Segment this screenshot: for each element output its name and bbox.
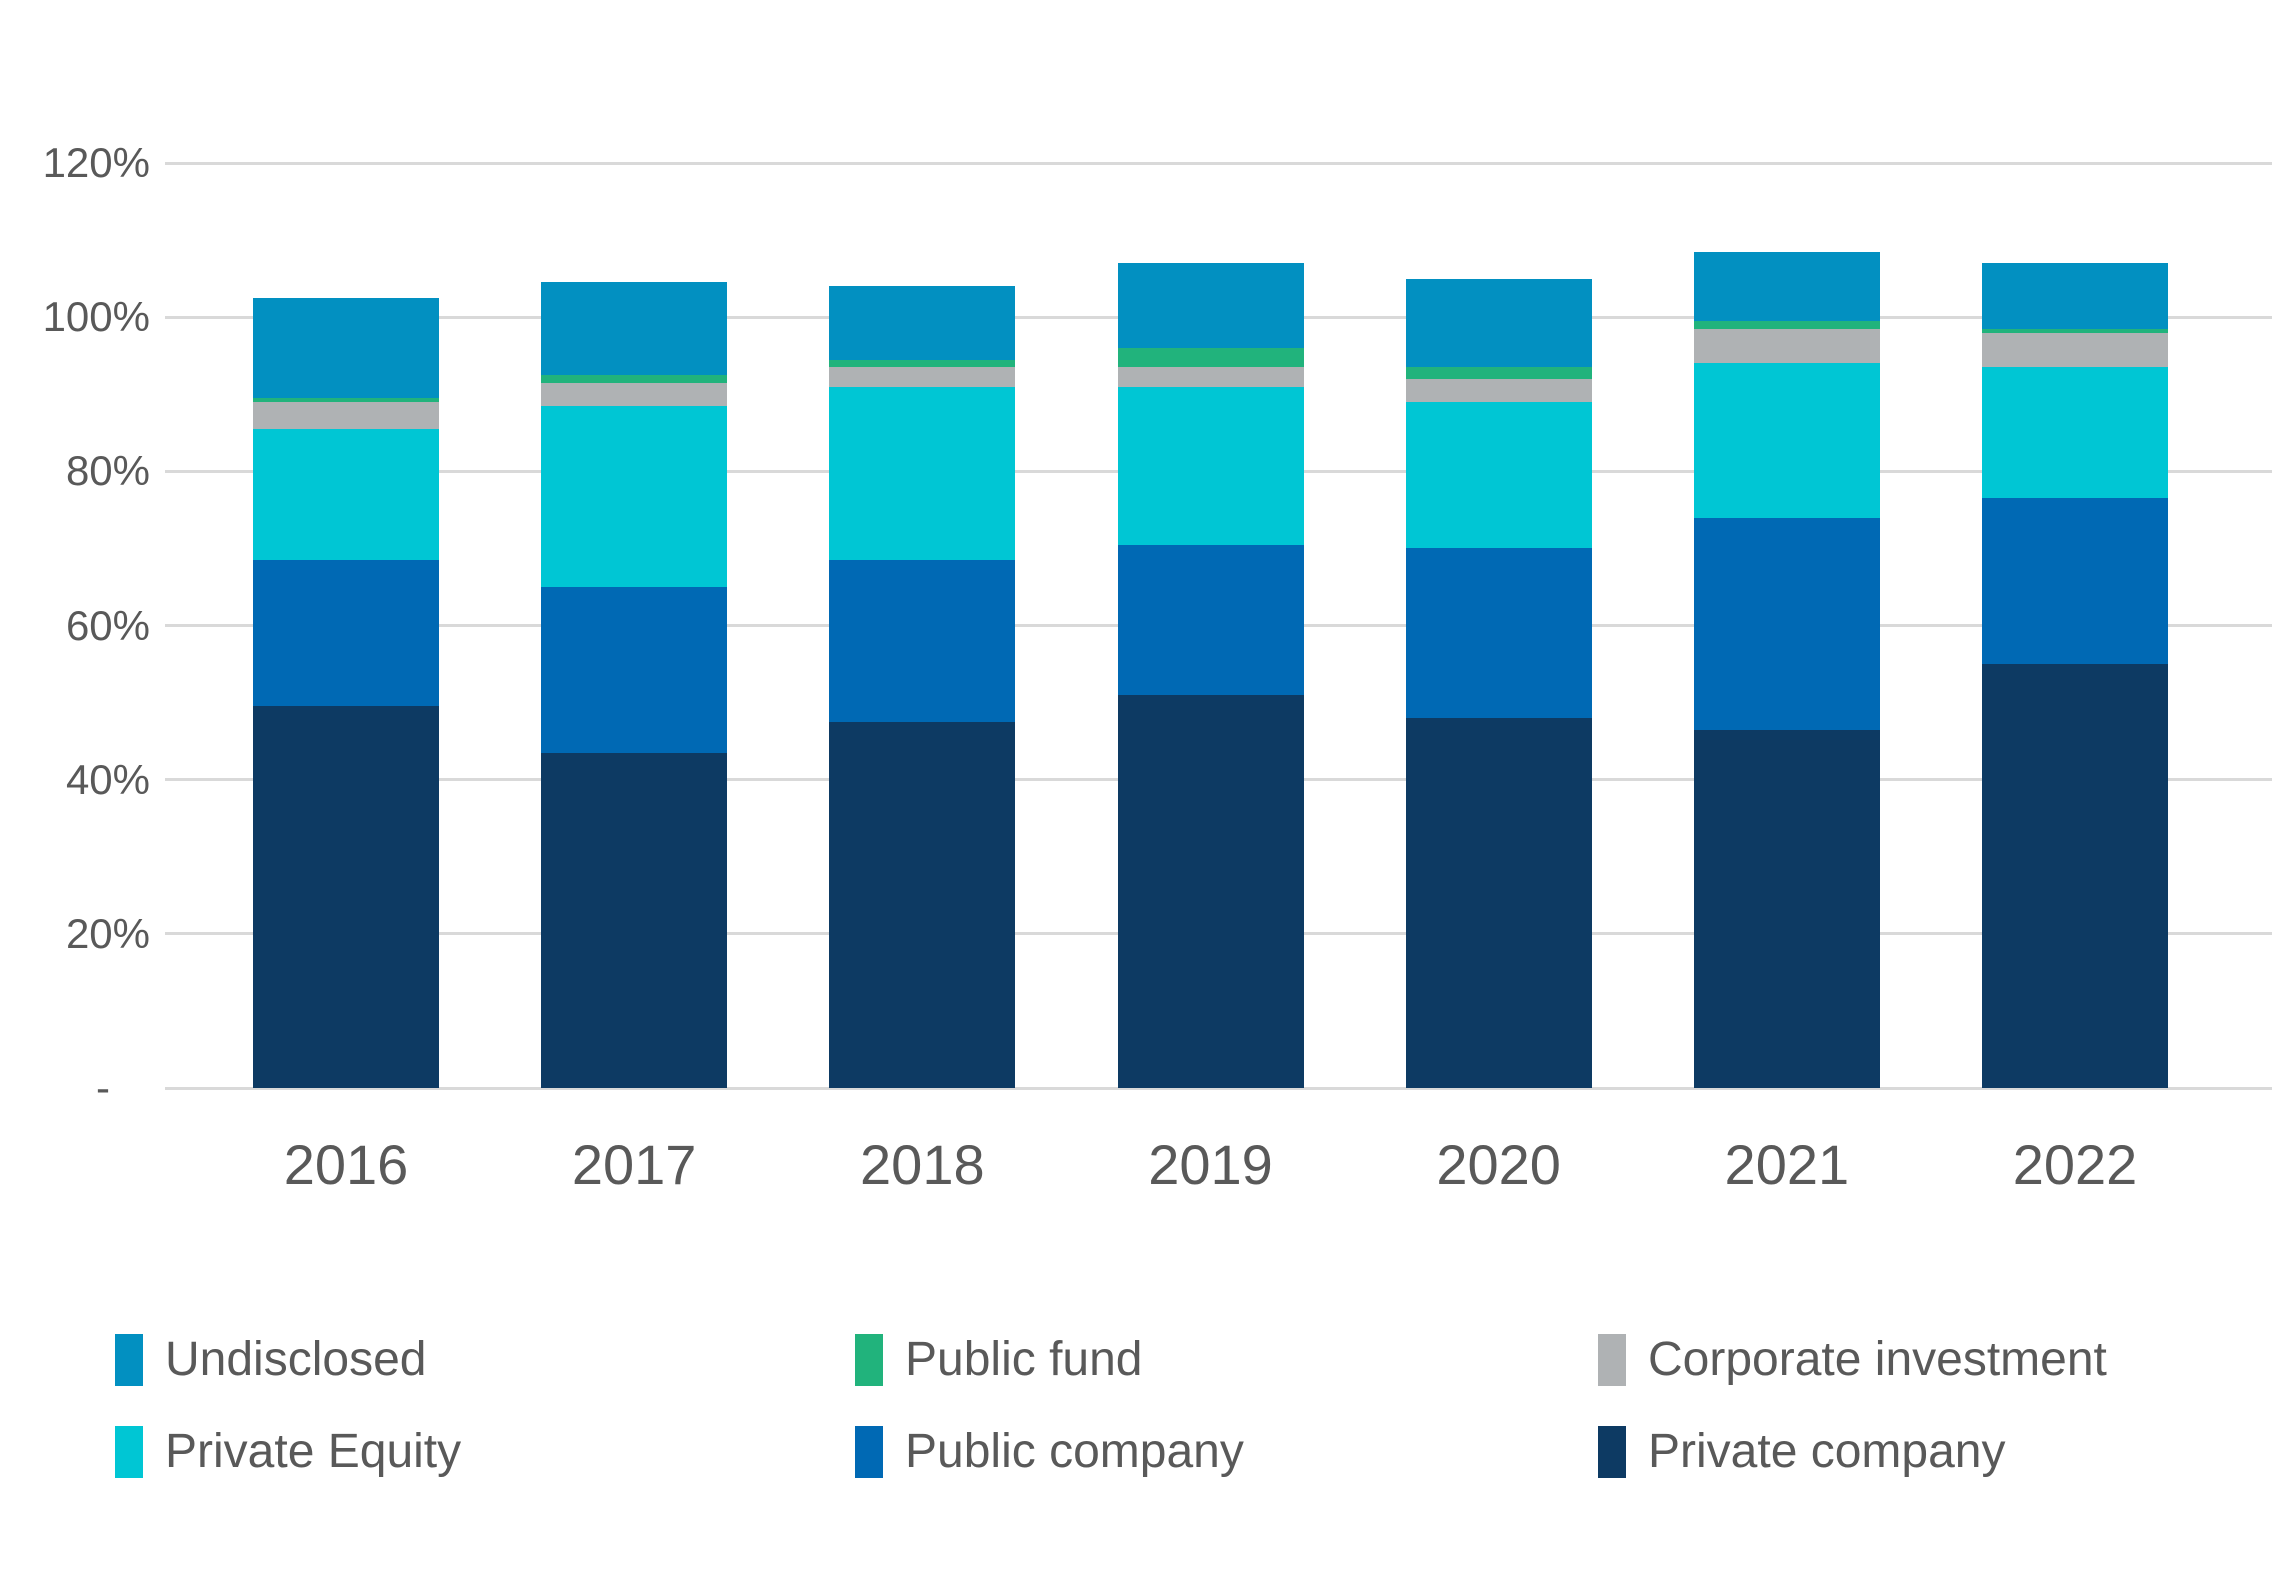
legend-item-private-equity: Private Equity	[115, 1424, 461, 1480]
bar-segment-public-fund-2021	[1693, 321, 1880, 329]
y-tick-label-20: 20%	[65, 909, 150, 957]
legend-label-corporate-investment: Corporate investment	[1648, 1333, 2107, 1386]
x-tick-label-2019: 2019	[1148, 1133, 1273, 1196]
gridline-120	[165, 161, 2272, 165]
bar-segment-public-fund-2019	[1117, 348, 1304, 368]
y-tick-label-0: -	[96, 1064, 110, 1111]
bar-segment-private-company-2017	[541, 752, 728, 1088]
bar-segment-private-company-2016	[253, 706, 439, 1088]
legend-label-private-company: Private company	[1648, 1425, 2006, 1478]
bar-segment-undisclosed-2019	[1117, 263, 1304, 348]
x-tick-label-2022: 2022	[2012, 1133, 2138, 1196]
bar-2020	[1405, 278, 1592, 1088]
y-tick-label-100: 100%	[42, 293, 150, 341]
bar-segment-private-equity-2018	[829, 386, 1016, 560]
legend-swatch-public-company-icon	[855, 1426, 883, 1478]
bar-segment-public-company-2022	[1982, 498, 2169, 665]
x-tick-label-2016: 2016	[283, 1133, 409, 1196]
bar-segment-public-fund-2018	[829, 359, 1016, 368]
gridline-0	[165, 1086, 2272, 1090]
y-tick-label-80: 80%	[65, 447, 150, 495]
bar-segment-private-equity-2022	[1982, 367, 2169, 499]
legend-label-public-fund: Public fund	[905, 1333, 1143, 1386]
legend-label-public-company: Public company	[905, 1425, 1244, 1478]
bar-segment-public-company-2019	[1117, 544, 1304, 695]
bar-segment-public-fund-2016	[253, 398, 439, 402]
bar-segment-undisclosed-2020	[1405, 278, 1592, 368]
legend-swatch-public-fund-icon	[855, 1334, 883, 1386]
bar-segment-private-equity-2017	[541, 405, 728, 587]
y-tick-label-120: 120%	[42, 139, 150, 186]
y-tick-label-60: 60%	[65, 601, 150, 649]
legend-item-private-company: Private company	[1598, 1424, 2006, 1480]
bar-segment-undisclosed-2022	[1982, 263, 2169, 329]
bar-segment-corporate-investment-2019	[1117, 367, 1304, 387]
bar-segment-corporate-investment-2021	[1693, 328, 1880, 364]
legend-swatch-corporate-investment-icon	[1598, 1334, 1626, 1386]
bar-segment-private-company-2019	[1117, 694, 1304, 1088]
bar-segment-public-fund-2022	[1982, 328, 2169, 333]
bar-segment-public-fund-2020	[1405, 367, 1592, 379]
bar-segment-private-equity-2020	[1405, 401, 1592, 549]
bar-segment-public-company-2016	[253, 559, 439, 707]
bar-segment-corporate-investment-2018	[829, 367, 1016, 387]
legend-item-public-fund: Public fund	[855, 1332, 1143, 1388]
bar-segment-undisclosed-2021	[1693, 251, 1880, 322]
bar-2022	[1982, 263, 2169, 1088]
bar-segment-public-company-2018	[829, 559, 1016, 722]
bar-segment-public-company-2020	[1405, 548, 1592, 718]
x-tick-label-2020: 2020	[1436, 1133, 1561, 1196]
legend-item-corporate-investment: Corporate investment	[1598, 1332, 2107, 1388]
bar-segment-undisclosed-2016	[253, 297, 439, 399]
bar-segment-private-equity-2016	[253, 428, 439, 560]
bar-segment-corporate-investment-2020	[1405, 378, 1592, 402]
bar-segment-private-company-2020	[1405, 718, 1592, 1088]
legend-item-public-company: Public company	[855, 1424, 1244, 1480]
bar-2017	[541, 282, 728, 1088]
x-tick-label-2021: 2021	[1724, 1133, 1850, 1196]
bar-segment-private-company-2021	[1693, 729, 1880, 1088]
bar-2019	[1117, 263, 1304, 1088]
legend-label-private-equity: Private Equity	[165, 1425, 462, 1478]
legend-swatch-private-company-icon	[1598, 1426, 1626, 1478]
bar-segment-undisclosed-2017	[541, 282, 728, 375]
bar-segment-public-company-2021	[1693, 517, 1880, 730]
bar-segment-private-equity-2021	[1693, 363, 1880, 518]
bar-segment-public-company-2017	[541, 586, 728, 753]
bar-segment-corporate-investment-2017	[541, 382, 728, 406]
bar-segment-private-company-2018	[829, 721, 1016, 1088]
bar-segment-public-fund-2017	[541, 374, 728, 383]
bar-segment-corporate-investment-2022	[1982, 332, 2169, 368]
legend-swatch-private-equity-icon	[115, 1426, 143, 1478]
bar-segment-private-company-2022	[1982, 664, 2169, 1088]
x-tick-label-2017: 2017	[571, 1133, 697, 1196]
legend-swatch-undisclosed-icon	[115, 1334, 143, 1386]
bar-2021	[1693, 251, 1880, 1088]
bar-segment-private-equity-2019	[1117, 386, 1304, 545]
bar-2018	[829, 286, 1016, 1088]
bar-segment-corporate-investment-2016	[253, 401, 439, 429]
y-tick-label-40: 40%	[65, 755, 150, 803]
bar-2016	[253, 297, 439, 1088]
x-tick-label-2018: 2018	[860, 1133, 985, 1196]
legend-item-undisclosed: Undisclosed	[115, 1332, 426, 1388]
legend-label-undisclosed: Undisclosed	[165, 1333, 427, 1386]
bar-segment-undisclosed-2018	[829, 286, 1016, 360]
